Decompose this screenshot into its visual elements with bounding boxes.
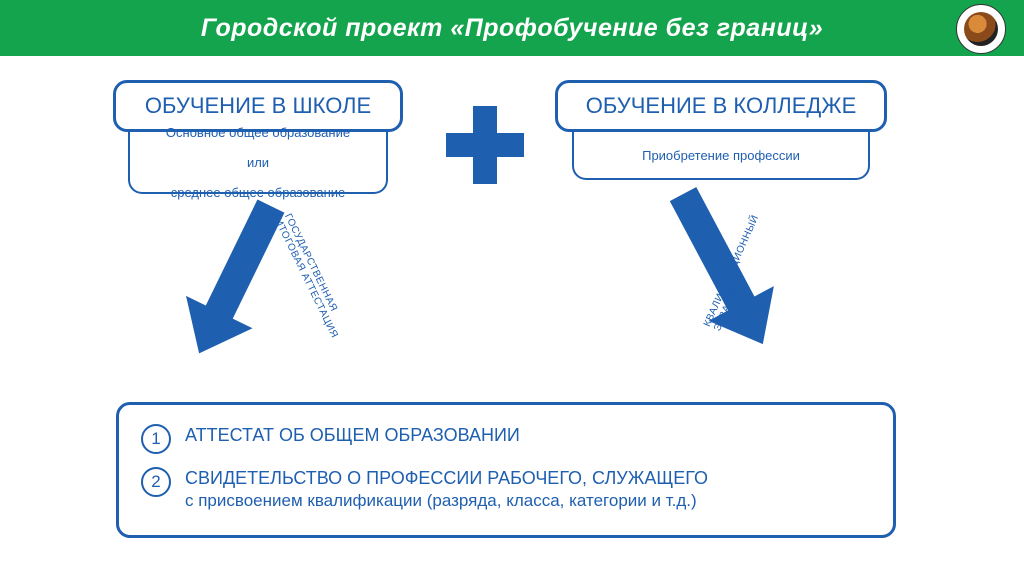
logo-glyph	[964, 12, 998, 46]
right-box-sub-text: Приобретение профессии	[642, 148, 800, 163]
page-title: Городской проект «Профобучение без грани…	[201, 14, 823, 43]
left-box-title-text: ОБУЧЕНИЕ В ШКОЛЕ	[145, 93, 371, 119]
result-item: 1 АТТЕСТАТ ОБ ОБЩЕМ ОБРАЗОВАНИИ	[141, 423, 871, 454]
diagram-canvas: ОБУЧЕНИЕ В ШКОЛЕ Основное общее образова…	[0, 56, 1024, 574]
right-arrow	[650, 177, 795, 362]
right-box-sub: Приобретение профессии	[572, 132, 870, 180]
result-item: 2 СВИДЕТЕЛЬСТВО О ПРОФЕССИИ РАБОЧЕГО, СЛУ…	[141, 466, 871, 513]
result-text: СВИДЕТЕЛЬСТВО О ПРОФЕССИИ РАБОЧЕГО, СЛУЖ…	[185, 466, 708, 513]
header-bar: Городской проект «Профобучение без грани…	[0, 0, 1024, 56]
left-box-sub: Основное общее образованиеилисреднее общ…	[128, 132, 388, 194]
plus-icon	[446, 106, 524, 184]
school-logo	[956, 4, 1006, 54]
result-number: 2	[141, 467, 171, 497]
result-text: АТТЕСТАТ ОБ ОБЩЕМ ОБРАЗОВАНИИ	[185, 423, 520, 447]
result-number: 1	[141, 424, 171, 454]
left-box-sub-text: Основное общее образованиеилисреднее общ…	[166, 125, 350, 200]
right-box-title: ОБУЧЕНИЕ В КОЛЛЕДЖЕ	[555, 80, 887, 132]
right-box-title-text: ОБУЧЕНИЕ В КОЛЛЕДЖЕ	[586, 93, 857, 119]
result-box: 1 АТТЕСТАТ ОБ ОБЩЕМ ОБРАЗОВАНИИ 2 СВИДЕТЕЛЬ…	[116, 402, 896, 538]
left-arrow-label: ГОСУДАРСТВЕННАЯИТОГОВАЯ АТТЕСТАЦИЯ	[272, 212, 350, 340]
